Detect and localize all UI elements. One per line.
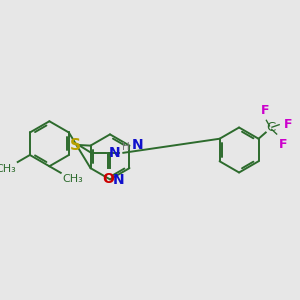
Text: F: F bbox=[284, 118, 292, 131]
Text: N: N bbox=[112, 173, 124, 187]
Text: N: N bbox=[132, 138, 144, 152]
Text: CH₃: CH₃ bbox=[0, 164, 16, 174]
Text: N: N bbox=[109, 146, 121, 160]
Text: F: F bbox=[279, 138, 287, 152]
Text: F: F bbox=[260, 103, 269, 117]
Text: H: H bbox=[122, 142, 130, 152]
Text: C: C bbox=[266, 121, 275, 134]
Text: O: O bbox=[102, 172, 114, 186]
Text: S: S bbox=[70, 137, 81, 152]
Text: CH₃: CH₃ bbox=[62, 174, 83, 184]
